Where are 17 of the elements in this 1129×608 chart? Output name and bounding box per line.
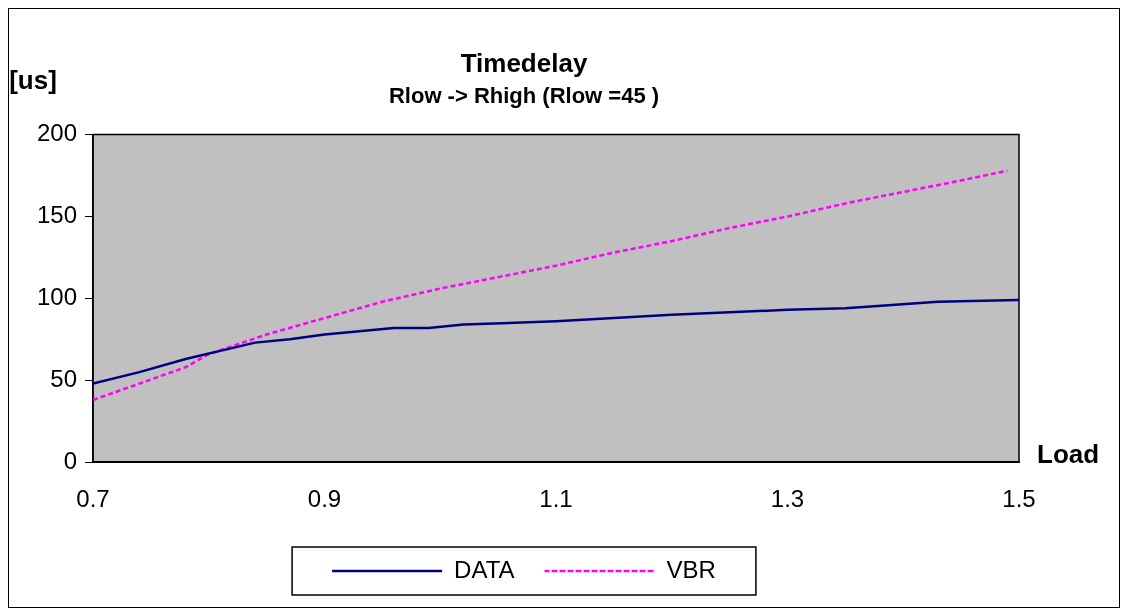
- x-tick-label: 1.3: [770, 485, 805, 513]
- y-axis-title: [us]: [9, 64, 57, 95]
- chart-title: Timedelay: [460, 47, 588, 78]
- x-axis-title: Load: [1037, 439, 1100, 470]
- x-tick-label: 0.9: [307, 485, 342, 513]
- y-tick-label: 0: [63, 446, 78, 474]
- x-tick-label: 1.1: [539, 485, 573, 513]
- chart-subtitle: Rlow -> Rhigh (Rlow =45 ): [388, 83, 660, 109]
- x-tick-label: 1.5: [1002, 485, 1036, 513]
- y-tick-label: 150: [37, 201, 78, 229]
- x-tick-label: 0.7: [76, 485, 110, 513]
- legend-label: DATA: [454, 555, 515, 583]
- y-tick-label: 200: [37, 119, 78, 147]
- legend-label: VBR: [666, 555, 716, 583]
- y-tick-label: 50: [50, 364, 78, 392]
- y-tick-label: 100: [37, 283, 78, 311]
- line-series: [93, 169, 1009, 402]
